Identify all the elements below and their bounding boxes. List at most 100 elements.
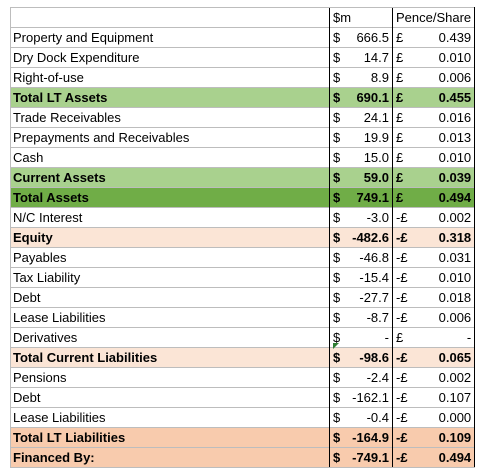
pound-sign: £ <box>396 90 404 105</box>
usd-value-cell[interactable]: $ -482.6 <box>329 227 393 248</box>
pence-value-cell[interactable]: -£ 0.018 <box>391 287 476 308</box>
usd-value-cell[interactable]: $ -0.4 <box>329 407 393 428</box>
table-row: Property and Equipment $666.5 £0.439 <box>10 27 476 48</box>
pence-value-cell[interactable]: -£ 0.494 <box>391 447 476 468</box>
usd-value: 749.1 <box>356 190 389 205</box>
row-label-cell[interactable]: N/C Interest <box>10 207 330 228</box>
pence-value-cell[interactable]: £0.494 <box>391 187 476 208</box>
table-row: N/C Interest $ -3.0 -£ 0.002 <box>10 207 476 228</box>
pence-value-cell[interactable]: -£ 0.065 <box>391 347 476 368</box>
pence-value-cell[interactable]: £0.455 <box>391 87 476 108</box>
dollar-sign: $ <box>333 90 341 105</box>
header-usd-cell[interactable]: $m <box>329 7 393 28</box>
pence-value-cell[interactable]: -£ 0.006 <box>391 307 476 328</box>
row-label-cell[interactable]: Right-of-use <box>10 67 330 88</box>
row-label-cell[interactable]: Lease Liabilities <box>10 307 330 328</box>
row-label-cell[interactable]: Payables <box>10 247 330 268</box>
row-label-cell[interactable]: Trade Receivables <box>10 107 330 128</box>
pence-value-cell[interactable]: -£ 0.031 <box>391 247 476 268</box>
row-label-cell[interactable]: Dry Dock Expenditure <box>10 47 330 68</box>
dollar-sign: $ <box>333 410 341 425</box>
pence-value-cell[interactable]: -£ 0.010 <box>391 267 476 288</box>
row-label-cell[interactable]: Equity <box>10 227 330 248</box>
usd-value-cell[interactable]: $8.9 <box>329 67 393 88</box>
row-label-cell[interactable]: Total LT Assets <box>10 87 330 108</box>
pence-value-cell[interactable]: £0.010 <box>391 147 476 168</box>
pound-sign: £ <box>396 30 404 45</box>
pence-value-cell[interactable]: -£ 0.002 <box>391 207 476 228</box>
pence-value-cell[interactable]: £0.010 <box>391 47 476 68</box>
pence-value-cell[interactable]: -£ 0.318 <box>391 227 476 248</box>
table-row: Derivatives $ - £ - <box>10 327 476 348</box>
usd-value-cell[interactable]: $749.1 <box>329 187 393 208</box>
usd-value-cell[interactable]: $ - <box>329 327 393 348</box>
row-label-cell[interactable]: Debt <box>10 387 330 408</box>
row-label-cell[interactable]: Total Assets <box>10 187 330 208</box>
usd-value-cell[interactable]: $ -98.6 <box>329 347 393 368</box>
dollar-sign: $ <box>333 150 341 165</box>
pence-value-cell[interactable]: £0.006 <box>391 67 476 88</box>
row-label-cell[interactable]: Prepayments and Receivables <box>10 127 330 148</box>
usd-value-cell[interactable]: $690.1 <box>329 87 393 108</box>
pence-value-cell[interactable]: -£ 0.002 <box>391 367 476 388</box>
table-row: Trade Receivables $24.1 £0.016 <box>10 107 476 128</box>
usd-value-cell[interactable]: $ -164.9 <box>329 427 393 448</box>
pence-value-cell[interactable]: £ - <box>391 327 476 348</box>
usd-value: -3.0 <box>366 210 389 225</box>
pence-value-cell[interactable]: -£ 0.000 <box>391 407 476 428</box>
usd-value: 19.9 <box>363 130 389 145</box>
row-label-cell[interactable]: Property and Equipment <box>10 27 330 48</box>
dollar-sign: $ <box>333 270 341 285</box>
dollar-sign: $ <box>333 30 341 45</box>
usd-value: -162.1 <box>352 390 389 405</box>
row-label-cell[interactable]: Cash <box>10 147 330 168</box>
balance-sheet-table: $m Pence/Share Property and Equipment $66… <box>10 7 476 468</box>
usd-value-cell[interactable]: $ -27.7 <box>329 287 393 308</box>
usd-value-cell[interactable]: $59.0 <box>329 167 393 188</box>
usd-value-cell[interactable]: $24.1 <box>329 107 393 128</box>
pence-value: 0.455 <box>438 90 472 105</box>
pence-value: 0.494 <box>438 190 472 205</box>
pence-value-cell[interactable]: £0.016 <box>391 107 476 128</box>
row-label-cell[interactable]: Lease Liabilities <box>10 407 330 428</box>
pound-sign: £ <box>396 50 404 65</box>
usd-value-cell[interactable]: $14.7 <box>329 47 393 68</box>
pence-value-cell[interactable]: £0.039 <box>391 167 476 188</box>
usd-value-cell[interactable]: $ -46.8 <box>329 247 393 268</box>
table-row: Debt $ -27.7 -£ 0.018 <box>10 287 476 308</box>
pence-value: 0.010 <box>438 270 472 285</box>
row-label-cell[interactable]: Derivatives <box>10 327 330 348</box>
usd-value-cell[interactable]: $ -162.1 <box>329 387 393 408</box>
usd-value-cell[interactable]: $ -749.1 <box>329 447 393 468</box>
row-label-cell[interactable]: Total LT Liabilities <box>10 427 330 448</box>
pound-sign: -£ <box>396 310 408 325</box>
pence-value-cell[interactable]: £0.013 <box>391 127 476 148</box>
table-row: Equity $ -482.6 -£ 0.318 <box>10 227 476 248</box>
pence-value-cell[interactable]: £0.439 <box>391 27 476 48</box>
pound-sign: £ <box>396 170 404 185</box>
usd-value-cell[interactable]: $ -8.7 <box>329 307 393 328</box>
usd-value-cell[interactable]: $666.5 <box>329 27 393 48</box>
table-row: Financed By: $ -749.1 -£ 0.494 <box>10 447 476 468</box>
row-label-cell[interactable]: Current Assets <box>10 167 330 188</box>
row-label-cell[interactable]: Pensions <box>10 367 330 388</box>
header-pence-cell[interactable]: Pence/Share <box>391 7 476 28</box>
row-label-cell[interactable]: Tax Liability <box>10 267 330 288</box>
pence-value-cell[interactable]: -£ 0.109 <box>391 427 476 448</box>
row-label-cell[interactable]: Financed By: <box>10 447 330 468</box>
header-label-cell[interactable] <box>10 7 330 28</box>
usd-value-cell[interactable]: $19.9 <box>329 127 393 148</box>
pence-value: 0.013 <box>438 130 472 145</box>
pound-sign: £ <box>396 130 404 145</box>
table-row: Payables $ -46.8 -£ 0.031 <box>10 247 476 268</box>
usd-value: -8.7 <box>366 310 389 325</box>
row-label-cell[interactable]: Total Current Liabilities <box>10 347 330 368</box>
usd-value-cell[interactable]: $15.0 <box>329 147 393 168</box>
usd-value-cell[interactable]: $ -3.0 <box>329 207 393 228</box>
usd-value-cell[interactable]: $ -15.4 <box>329 267 393 288</box>
pound-sign: -£ <box>396 290 408 305</box>
usd-value-cell[interactable]: $ -2.4 <box>329 367 393 388</box>
pence-value-cell[interactable]: -£ 0.107 <box>391 387 476 408</box>
table-row: Debt $ -162.1 -£ 0.107 <box>10 387 476 408</box>
row-label-cell[interactable]: Debt <box>10 287 330 308</box>
